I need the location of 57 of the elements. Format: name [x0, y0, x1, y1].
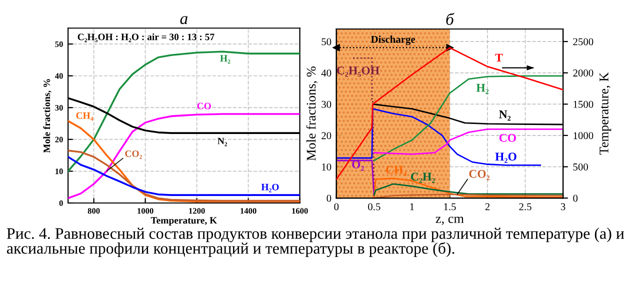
x-axis-title: z, cm	[436, 216, 464, 225]
series-label: H₂	[220, 55, 230, 64]
series-label: CH₄	[76, 112, 94, 121]
x-tick-label: 800	[88, 208, 100, 214]
x-tick-label: 1	[410, 203, 414, 210]
y-tick-label: 30	[322, 100, 332, 108]
line-series	[373, 183, 564, 196]
line-series	[373, 75, 564, 162]
series-label: CO₂	[125, 150, 142, 159]
series-label: CO	[197, 102, 211, 110]
text: Рис. 4. Равновесный состав продуктов конверсии этанола при различной температуре (а) и аксиальные профили концентраций и температуры в реакторе (б).	[6, 228, 624, 258]
x-tick-label: 0	[334, 203, 339, 210]
annotation: C₂H₅OH : H₂O : air = 30 : 13 : 57	[78, 33, 214, 42]
series-label: C₂H₂	[411, 172, 435, 183]
y-tick-label: 10	[56, 168, 63, 174]
y-axis-title: Mole fractions, %	[306, 66, 318, 161]
y-tick-label: 20	[322, 132, 332, 140]
y-axis-title: Mole fractions, %	[43, 79, 52, 153]
x-tick-label: 1000	[138, 208, 154, 214]
x-tick-label: 2.5	[519, 203, 532, 210]
x-tick-label: 2	[485, 203, 490, 210]
y-tick-label: 10	[322, 163, 332, 170]
y2-tick-label: 1000	[574, 132, 594, 140]
y-tick-label: 20	[55, 136, 63, 142]
x-tick-label: 1.5	[444, 203, 456, 210]
band-label: Discharge	[370, 36, 416, 46]
y2-tick-label: 0	[573, 194, 578, 202]
series-label: C₂H₅OH	[336, 66, 380, 77]
chart-title: б	[446, 12, 454, 25]
y-tick-label: 50	[55, 41, 63, 47]
x-tick-label: 1400	[240, 208, 256, 214]
y-tick-label: 40	[54, 73, 63, 79]
y-tick-label: 50	[322, 38, 332, 46]
y2-tick-label: 1500	[574, 100, 594, 108]
line-series	[68, 50, 300, 172]
series-label: CO₂	[469, 170, 490, 180]
y2-tick-label: 500	[573, 163, 588, 170]
series-label: H₂O	[261, 184, 279, 192]
series-label: N₂	[499, 110, 511, 121]
x-tick-label: 1200	[189, 208, 205, 214]
x-axis-title: Temperature, K	[150, 217, 218, 226]
series-label: N₂	[218, 138, 228, 146]
series-label: H₂	[476, 84, 489, 94]
y2-tick-label: 2500	[573, 38, 594, 46]
x-tick-label: 0.5	[368, 203, 380, 210]
series-label: CO	[499, 134, 516, 142]
series-label: T	[495, 54, 503, 62]
series-label: CH₄	[386, 166, 407, 176]
x-tick-label: 3	[560, 203, 566, 210]
y2-axis-title: Temperature, K	[600, 72, 612, 155]
y-tick-label: 30	[55, 104, 63, 111]
y2-tick-label: 2000	[573, 70, 594, 77]
y-tick-label: 0	[326, 194, 332, 202]
chart-title: а	[180, 16, 188, 24]
y-tick-label: 40	[321, 70, 332, 77]
series-label: H₂O	[495, 152, 516, 163]
x-tick-label: 1600	[292, 208, 308, 214]
